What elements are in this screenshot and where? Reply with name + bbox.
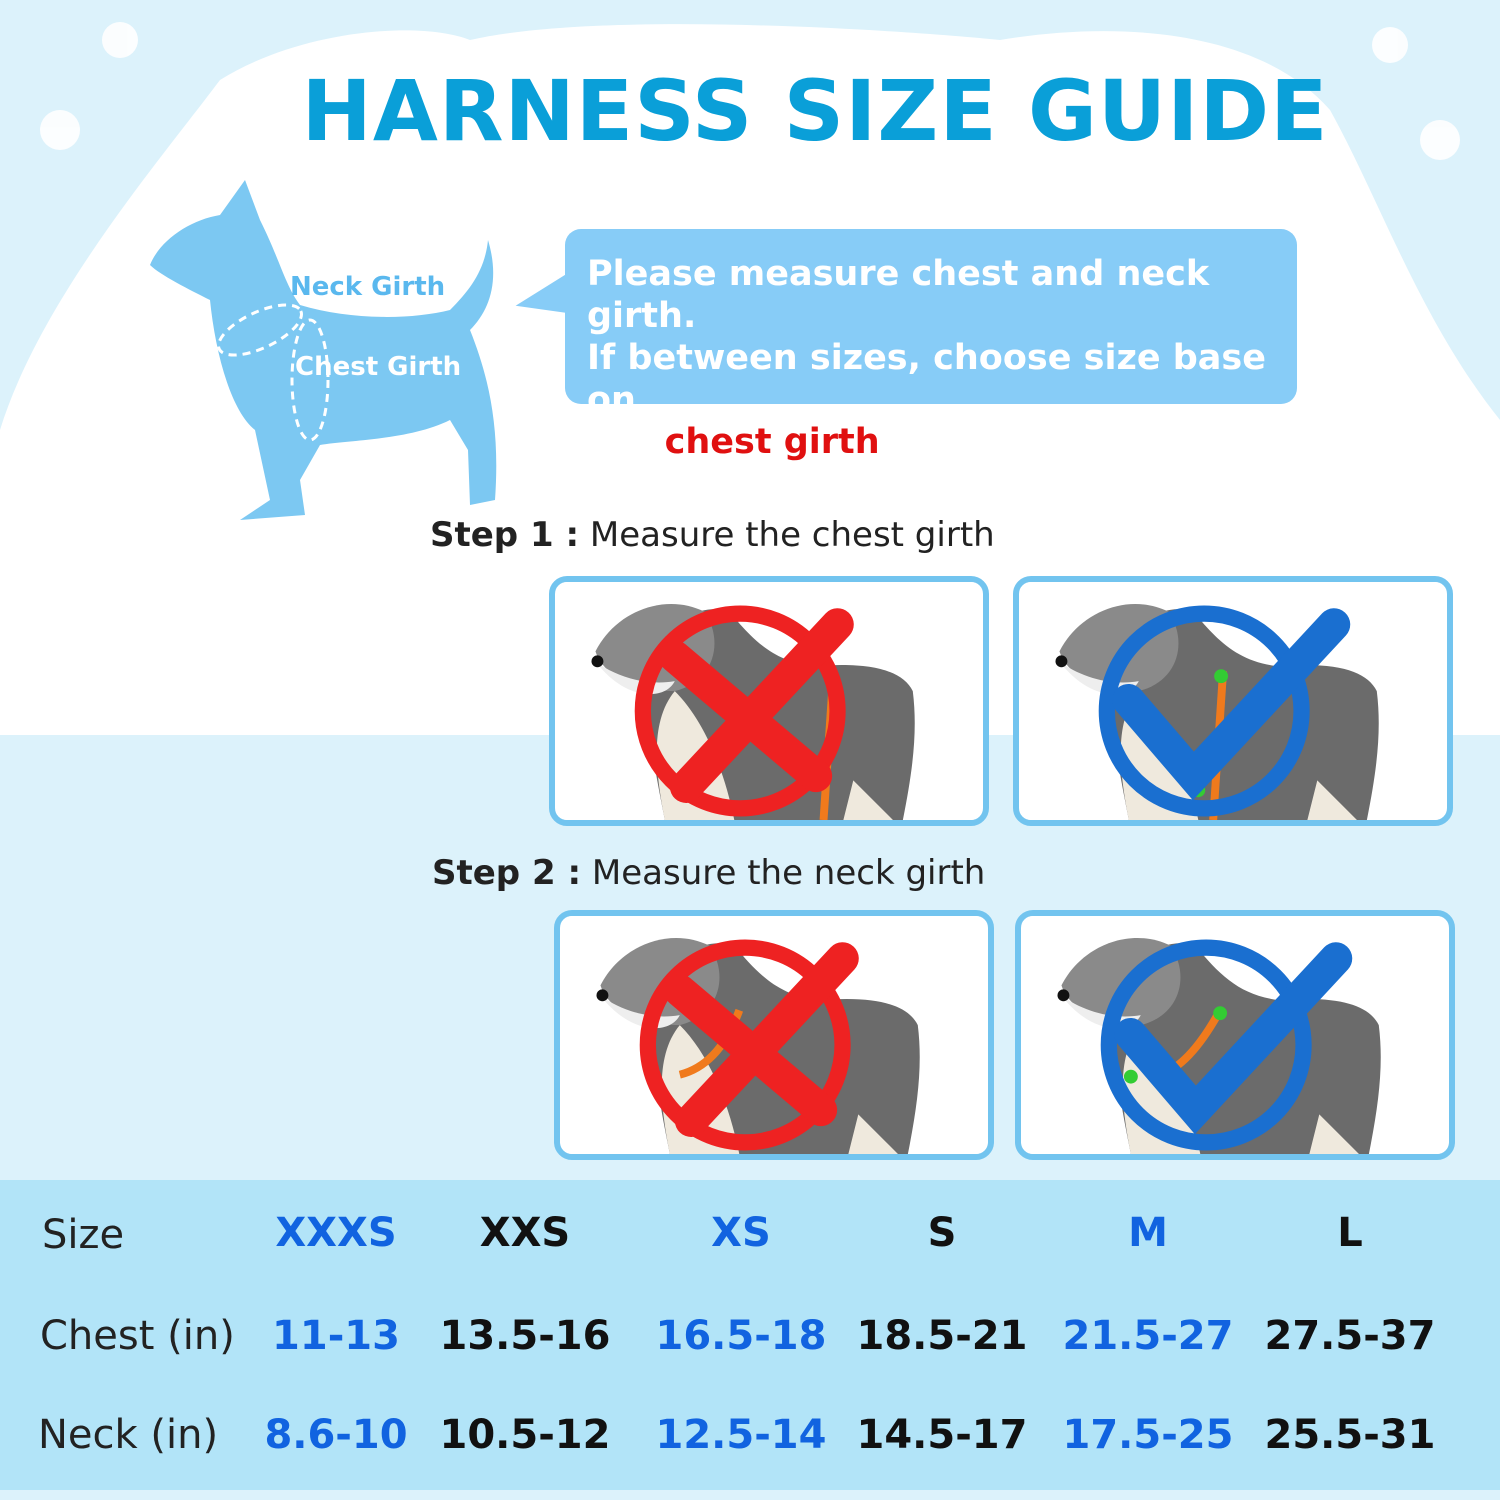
instruction-callout: Please measure chest and neck girth. If …	[565, 229, 1297, 462]
neck-cell: 14.5-17	[856, 1412, 1028, 1458]
size-cell: XS	[711, 1210, 771, 1256]
chest-right-photo	[1013, 576, 1453, 826]
step-text: Measure the chest girth	[579, 515, 995, 555]
callout-line-3: the chest girth.	[587, 421, 1275, 463]
blue-check-icon	[1098, 605, 1351, 817]
neck-cell: 10.5-12	[439, 1412, 611, 1458]
size-cell: XXXS	[275, 1210, 397, 1256]
chest-girth-label: Chest Girth	[295, 352, 461, 382]
row-label-size: Size	[42, 1212, 125, 1258]
row-label-neck: Neck (in)	[38, 1412, 219, 1458]
neck-cell: 17.5-25	[1062, 1412, 1234, 1458]
neck-cell: 8.6-10	[264, 1412, 408, 1458]
size-cell: XXS	[479, 1210, 571, 1256]
chest-cell: 27.5-37	[1264, 1313, 1436, 1359]
chest-wrong-photo	[549, 576, 989, 826]
step-1-heading: Step 1 : Measure the chest girth	[430, 515, 995, 555]
row-label-chest: Chest (in)	[40, 1313, 235, 1359]
callout-text: .	[879, 422, 893, 462]
chest-cell: 16.5-18	[655, 1313, 827, 1359]
size-table: Size Chest (in) Neck (in) XXXS XXS XS S M L 11…	[0, 1180, 1500, 1490]
step-label: Step 2 :	[432, 853, 582, 893]
red-x-icon	[639, 939, 859, 1151]
chest-cell: 21.5-27	[1062, 1313, 1234, 1359]
neck-wrong-photo	[554, 910, 994, 1160]
step-label: Step 1 :	[430, 515, 580, 555]
neck-cell: 25.5-31	[1264, 1412, 1436, 1458]
neck-girth-label: Neck Girth	[290, 272, 445, 302]
callout-highlight: chest girth	[664, 422, 880, 462]
callout-line-1: Please measure chest and neck girth.	[587, 254, 1210, 336]
chest-cell: 11-13	[272, 1313, 400, 1359]
step-text: Measure the neck girth	[581, 853, 986, 893]
blue-check-icon	[1100, 939, 1353, 1151]
size-cell: M	[1128, 1210, 1168, 1256]
callout-text: the	[587, 422, 665, 462]
step-2-heading: Step 2 : Measure the neck girth	[432, 853, 985, 893]
red-x-icon	[634, 605, 854, 817]
neck-cell: 12.5-14	[655, 1412, 827, 1458]
dog-silhouette-diagram: Neck Girth Chest Girth	[150, 180, 497, 520]
chest-cell: 18.5-21	[856, 1313, 1028, 1359]
size-cell: S	[927, 1210, 957, 1256]
page-title: HARNESS SIZE GUIDE	[301, 62, 1329, 160]
callout-line-2: If between sizes, choose size base on	[587, 338, 1266, 420]
chest-cell: 13.5-16	[439, 1313, 611, 1359]
size-cell: L	[1337, 1210, 1363, 1256]
neck-right-photo	[1015, 910, 1455, 1160]
